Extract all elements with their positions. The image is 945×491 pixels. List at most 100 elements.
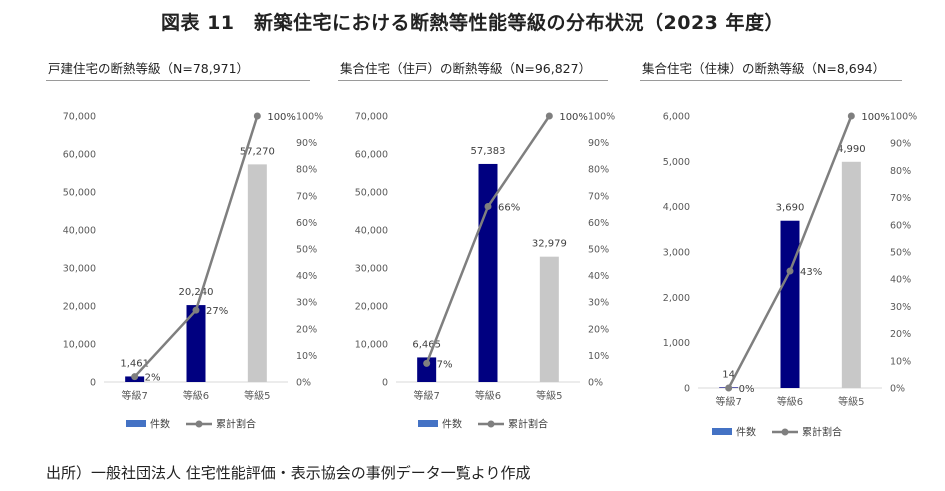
y-tick-label: 10,000 bbox=[63, 340, 96, 351]
x-tick-label: 等級5 bbox=[244, 389, 270, 402]
y-tick-label: 2,000 bbox=[663, 293, 690, 304]
y-tick-label: 50,000 bbox=[355, 188, 388, 199]
bar-value-label: 32,979 bbox=[532, 239, 567, 250]
legend-label-bar: 件数 bbox=[150, 418, 170, 431]
line-point bbox=[131, 373, 139, 381]
y2-tick-label: 80% bbox=[890, 166, 911, 177]
line-point bbox=[847, 112, 855, 120]
y-tick-label: 70,000 bbox=[63, 112, 96, 123]
y2-tick-label: 100% bbox=[588, 112, 615, 123]
line-point bbox=[545, 112, 553, 120]
y2-tick-label: 50% bbox=[296, 245, 317, 256]
legend-label-line: 累計割合 bbox=[508, 418, 548, 431]
bar-value-label: 57,383 bbox=[471, 146, 506, 157]
legend-label-bar: 件数 bbox=[442, 418, 462, 431]
y-tick-label: 20,000 bbox=[63, 302, 96, 313]
bar-value-label: 4,990 bbox=[837, 144, 866, 155]
chart-apartment-buildings: 0 1,000 2,000 3,000 4,000 5,000 6,000 0% 10% 20% 3… bbox=[663, 112, 917, 439]
y2-tick-label: 80% bbox=[588, 165, 609, 176]
x-tick-label: 等級5 bbox=[536, 389, 562, 402]
y2-tick-label: 10% bbox=[588, 351, 609, 362]
x-tick-label: 等級5 bbox=[838, 395, 864, 408]
x-tick-label: 等級6 bbox=[475, 389, 501, 402]
line-point bbox=[786, 267, 794, 275]
line-point bbox=[725, 384, 733, 392]
chart-detached-houses: 0 10,000 20,000 30,000 40,000 50,000 60,000 70,… bbox=[63, 112, 323, 431]
y2-tick-label: 30% bbox=[890, 302, 911, 313]
legend-label-line: 累計割合 bbox=[802, 426, 842, 439]
line-point bbox=[423, 359, 431, 367]
y2-tick-label: 90% bbox=[296, 138, 317, 149]
title-divider bbox=[640, 80, 902, 81]
bar-value-label: 1,461 bbox=[120, 358, 149, 369]
bar bbox=[780, 220, 800, 388]
y2-tick-label: 0% bbox=[890, 384, 905, 395]
y2-tick-label: 90% bbox=[588, 138, 609, 149]
line-value-label: 100% bbox=[559, 112, 588, 123]
title-divider bbox=[338, 80, 608, 81]
y2-tick-label: 60% bbox=[296, 218, 317, 229]
x-tick-label: 等級7 bbox=[121, 389, 147, 402]
y2-tick-label: 0% bbox=[588, 378, 603, 389]
y2-tick-label: 70% bbox=[588, 191, 609, 202]
legend-label-line: 累計割合 bbox=[216, 418, 256, 431]
y2-tick-label: 60% bbox=[588, 218, 609, 229]
line-value-label: 7% bbox=[437, 359, 453, 370]
bar bbox=[539, 256, 559, 382]
legend-swatch-bar bbox=[712, 428, 732, 435]
y-tick-label: 60,000 bbox=[355, 150, 388, 161]
y-tick-label: 30,000 bbox=[355, 264, 388, 275]
line-point bbox=[484, 202, 492, 210]
y-tick-label: 40,000 bbox=[355, 226, 388, 237]
legend-swatch-point bbox=[781, 428, 789, 436]
bar-value-label: 3,690 bbox=[776, 203, 805, 214]
y-tick-label: 70,000 bbox=[355, 112, 388, 123]
line-value-label: 27% bbox=[206, 306, 228, 317]
y2-tick-label: 100% bbox=[890, 112, 917, 123]
y2-tick-label: 70% bbox=[296, 191, 317, 202]
figure-title: 図表 11 新築住宅における断熱等性能等級の分布状況（2023 年度） bbox=[160, 12, 785, 34]
legend-swatch-point bbox=[195, 420, 203, 428]
y2-tick-label: 10% bbox=[296, 351, 317, 362]
y2-tick-label: 40% bbox=[588, 271, 609, 282]
chart-title: 戸建住宅の断熱等級（N=78,971） bbox=[48, 61, 250, 76]
bar-value-label: 14 bbox=[722, 369, 735, 380]
y-tick-label: 30,000 bbox=[63, 264, 96, 275]
y-tick-label: 50,000 bbox=[63, 188, 96, 199]
y2-tick-label: 90% bbox=[890, 139, 911, 150]
y2-tick-label: 20% bbox=[890, 329, 911, 340]
bar-value-label: 6,465 bbox=[412, 339, 441, 350]
y2-tick-label: 40% bbox=[296, 271, 317, 282]
y2-tick-label: 100% bbox=[296, 112, 323, 123]
y-tick-label: 0 bbox=[90, 378, 96, 389]
y2-tick-label: 10% bbox=[890, 356, 911, 367]
x-tick-label: 等級6 bbox=[777, 395, 803, 408]
line-point bbox=[253, 112, 261, 120]
bar bbox=[417, 357, 437, 382]
legend-swatch-bar bbox=[418, 420, 438, 427]
legend-swatch-bar bbox=[126, 420, 146, 427]
y2-tick-label: 0% bbox=[296, 378, 311, 389]
line-value-label: 66% bbox=[498, 202, 520, 213]
line-value-label: 0% bbox=[739, 384, 755, 395]
y-tick-label: 1,000 bbox=[663, 338, 690, 349]
source-note: 出所）一般社団法人 住宅性能評価・表示協会の事例データ一覧より作成 bbox=[46, 464, 531, 482]
y-tick-label: 6,000 bbox=[663, 112, 690, 123]
x-tick-label: 等級6 bbox=[183, 389, 209, 402]
y-tick-label: 5,000 bbox=[663, 157, 690, 168]
legend-swatch-point bbox=[487, 420, 495, 428]
y-tick-label: 4,000 bbox=[663, 202, 690, 213]
title-divider bbox=[46, 80, 310, 81]
chart-apartment-units: 0 10,000 20,000 30,000 40,000 50,000 60,000 70,… bbox=[355, 112, 615, 431]
x-tick-label: 等級7 bbox=[413, 389, 439, 402]
y-tick-label: 40,000 bbox=[63, 226, 96, 237]
y-tick-label: 3,000 bbox=[663, 248, 690, 259]
chart-title: 集合住宅（住棟）の断熱等級（N=8,694） bbox=[642, 61, 886, 76]
chart-title: 集合住宅（住戸）の断熱等級（N=96,827） bbox=[340, 61, 592, 76]
line-value-label: 43% bbox=[800, 267, 822, 278]
y2-tick-label: 20% bbox=[296, 324, 317, 335]
y-tick-label: 0 bbox=[684, 384, 690, 395]
y2-tick-label: 70% bbox=[890, 193, 911, 204]
line-point bbox=[192, 306, 200, 314]
bar-value-label: 20,240 bbox=[179, 287, 214, 298]
